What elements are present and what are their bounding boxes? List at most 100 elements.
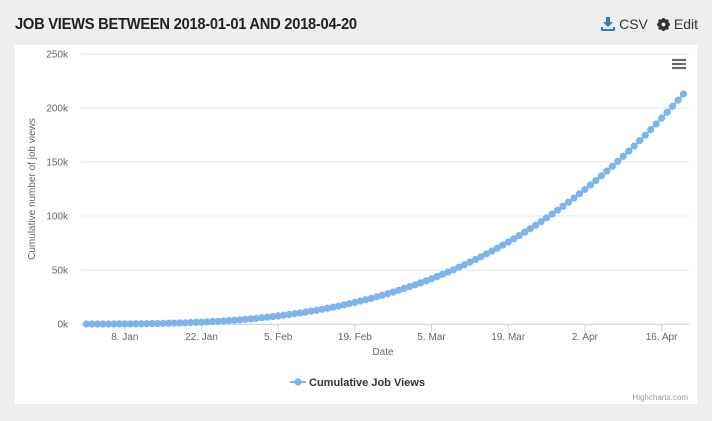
x-tick-label: 2. Apr [572, 332, 599, 343]
point-marker [663, 108, 671, 116]
point-marker [482, 250, 490, 258]
point-marker [521, 228, 529, 236]
point-marker [400, 284, 408, 293]
download-icon [601, 17, 616, 31]
csv-label: CSV [619, 16, 648, 32]
menu-icon[interactable] [672, 58, 686, 70]
point-marker [230, 316, 238, 324]
toolbar: CSV Edit [601, 16, 698, 32]
point-marker [132, 320, 140, 328]
point-marker [296, 309, 304, 317]
point-marker [438, 270, 447, 278]
point-marker [537, 218, 545, 226]
point-marker [406, 283, 414, 291]
series-line [86, 93, 685, 325]
legend-label: Cumulative Job Views [309, 377, 425, 389]
point-marker [378, 291, 386, 299]
point-marker [219, 317, 228, 325]
point-marker [674, 96, 682, 104]
point-marker [559, 202, 567, 210]
point-marker [417, 279, 425, 287]
point-marker [389, 288, 397, 296]
point-marker [225, 317, 233, 325]
y-tick-label: 0k [57, 320, 69, 331]
point-marker [581, 185, 589, 194]
chart: 0k 50k 100k 150k 200k 250k 8. Jan 22. Jan 5. Feb… [27, 50, 689, 402]
point-marker [159, 319, 167, 328]
point-marker [477, 253, 485, 261]
point-marker [323, 304, 332, 312]
point-marker [504, 238, 512, 246]
point-marker [99, 320, 107, 328]
point-marker [148, 319, 156, 328]
point-marker [395, 286, 403, 294]
point-marker [603, 167, 611, 175]
point-marker [274, 312, 282, 320]
point-marker [510, 235, 518, 243]
point-marker [636, 137, 644, 145]
point-marker [351, 298, 359, 306]
point-marker [564, 198, 573, 206]
y-axis-title: Cumulative number of job views [27, 118, 38, 260]
point-marker [258, 314, 266, 322]
y-tick-label: 200k [46, 104, 69, 115]
point-marker [647, 126, 655, 134]
y-tick-label: 150k [46, 158, 69, 169]
point-marker [515, 231, 523, 240]
gear-icon [656, 17, 670, 31]
point-marker [625, 147, 633, 155]
point-marker [668, 102, 677, 110]
x-tick-label: 8. Jan [111, 332, 138, 343]
edit-label: Edit [673, 16, 698, 32]
point-marker [247, 315, 255, 323]
chart-panel: 0k 50k 100k 150k 200k 250k 8. Jan 22. Jan 5. Feb… [15, 45, 697, 404]
point-marker [175, 319, 184, 327]
point-marker [619, 152, 627, 160]
point-marker [340, 301, 348, 309]
point-marker [575, 190, 584, 198]
point-marker [93, 320, 102, 328]
edit-button[interactable]: Edit [656, 16, 698, 32]
point-marker [181, 319, 189, 327]
point-marker [197, 318, 206, 326]
point-marker [291, 310, 299, 318]
point-marker [104, 320, 112, 328]
point-marker [192, 318, 200, 326]
point-marker [285, 310, 293, 319]
point-marker [466, 258, 474, 266]
point-marker [542, 214, 551, 222]
point-marker [110, 320, 118, 328]
point-marker [532, 221, 540, 229]
point-marker [614, 157, 622, 165]
csv-button[interactable]: CSV [601, 16, 648, 32]
point-marker [345, 300, 353, 308]
credits: Highcharts.com [632, 393, 688, 402]
point-marker [252, 314, 260, 322]
point-marker [280, 311, 288, 319]
point-marker [630, 142, 638, 150]
point-marker [312, 306, 321, 314]
point-marker [186, 318, 195, 327]
x-tick-label: 19. Mar [491, 332, 526, 343]
point-marker [137, 320, 145, 328]
point-marker [592, 176, 600, 185]
page-title: JOB VIEWS BETWEEN 2018-01-01 AND 2018-04… [15, 16, 357, 33]
point-marker [570, 194, 578, 202]
point-marker [236, 316, 244, 324]
point-marker [499, 241, 507, 249]
point-marker [455, 263, 463, 271]
point-marker [318, 305, 326, 313]
point-marker [126, 320, 134, 328]
point-marker [422, 277, 430, 285]
point-marker [241, 315, 249, 323]
point-marker [154, 319, 162, 328]
point-marker [165, 319, 173, 327]
point-marker [433, 272, 441, 281]
point-marker [301, 308, 310, 316]
point-marker [203, 318, 211, 326]
point-marker [88, 320, 96, 328]
point-marker [208, 318, 217, 326]
point-marker [362, 296, 370, 304]
point-marker [444, 268, 452, 276]
